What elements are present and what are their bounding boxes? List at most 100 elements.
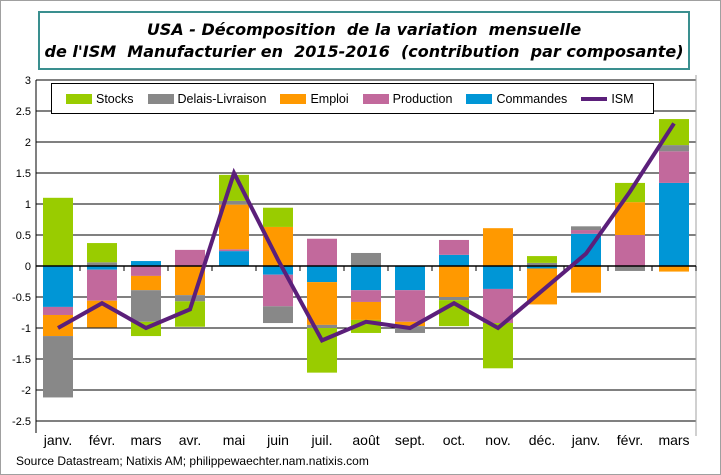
bar-delais-livraison	[263, 306, 293, 324]
bar-emploi	[439, 266, 469, 297]
bar-production	[219, 249, 249, 252]
bar-emploi	[659, 266, 689, 272]
bar-delais-livraison	[43, 336, 73, 398]
bar-stocks	[87, 243, 117, 263]
y-tick-label: -0.5	[12, 292, 31, 304]
bar-delais-livraison	[131, 290, 161, 322]
legend-label: Production	[392, 91, 453, 106]
x-tick-label: déc.	[529, 432, 555, 448]
x-tick-label: juin	[266, 432, 289, 448]
bar-production	[131, 266, 161, 276]
x-tick-label: juil.	[310, 432, 332, 448]
x-tick-label: oct.	[443, 432, 466, 448]
chart-title: USA - Décomposition de la variation mens…	[38, 11, 690, 70]
y-tick-label: 1	[25, 199, 31, 211]
bar-delais-livraison	[351, 252, 381, 266]
bar-production	[307, 238, 337, 266]
bar-delais-livraison	[175, 295, 205, 302]
legend-swatch	[147, 93, 174, 104]
bar-commandes	[131, 261, 161, 266]
x-tick-label: mars	[130, 432, 161, 448]
bar-commandes	[307, 266, 337, 283]
bar-commandes	[483, 266, 513, 289]
legend-item: Commandes	[466, 92, 567, 106]
x-tick-label: avr.	[179, 432, 202, 448]
bar-production	[659, 151, 689, 183]
y-tick-label: 0.5	[16, 230, 31, 242]
x-tick-label: févr.	[617, 432, 643, 448]
bar-commandes	[527, 266, 557, 269]
legend-item: Emploi	[280, 91, 349, 106]
bar-stocks	[527, 256, 557, 263]
bar-delais-livraison	[527, 262, 557, 266]
y-tick-label: 0	[25, 261, 31, 273]
bar-commandes	[263, 266, 293, 275]
bar-delais-livraison	[571, 226, 601, 231]
y-tick-label: 2.5	[16, 106, 31, 118]
y-tick-label: 3	[25, 75, 31, 87]
source-note: Source Datastream; Natixis AM; philippew…	[16, 454, 369, 468]
bar-delais-livraison	[615, 266, 645, 271]
legend-label: Delais-Livraison	[177, 91, 267, 106]
x-tick-label: janv.	[43, 432, 73, 448]
bar-stocks	[263, 207, 293, 227]
bar-commandes	[43, 266, 73, 307]
bar-commandes	[439, 254, 469, 266]
y-tick-label: -1	[21, 323, 31, 335]
legend-label: Emploi	[310, 91, 349, 106]
bar-emploi	[307, 282, 337, 325]
x-tick-label: nov.	[485, 432, 510, 448]
bar-stocks	[483, 323, 513, 369]
bar-emploi	[571, 266, 601, 293]
legend-label: Commandes	[496, 91, 568, 106]
bar-commandes	[351, 266, 381, 291]
bar-production	[615, 235, 645, 266]
bar-production	[175, 249, 205, 266]
bar-production	[87, 269, 117, 301]
x-tick-label: févr.	[89, 432, 115, 448]
y-tick-label: -1.5	[12, 354, 31, 366]
bar-production	[439, 239, 469, 255]
bar-emploi	[351, 301, 381, 320]
bar-emploi	[43, 314, 73, 337]
bar-commandes	[659, 182, 689, 266]
legend-item: Production	[362, 91, 453, 106]
x-tick-label: mai	[223, 432, 246, 448]
x-tick-label: août	[352, 432, 379, 448]
legend-label: Stocks	[96, 91, 134, 106]
bar-production	[395, 290, 425, 322]
legend-line-swatch	[581, 96, 608, 101]
legend-item: Stocks	[66, 92, 134, 106]
y-tick-label: 1.5	[16, 168, 31, 180]
bar-delais-livraison	[439, 297, 469, 301]
legend-swatch	[66, 93, 92, 104]
title-line-2: de l'ISM Manufacturier en 2015-2016 (con…	[44, 41, 684, 61]
bar-commandes	[219, 251, 249, 266]
bar-commandes	[395, 266, 425, 291]
legend-item: Delais-Livraison	[147, 91, 267, 106]
legend-item: ISM	[581, 91, 634, 106]
bar-emploi	[483, 228, 513, 266]
legend-label: ISM	[611, 91, 634, 106]
legend-swatch	[466, 93, 493, 104]
bar-delais-livraison	[87, 262, 117, 266]
title-line-1: USA - Décomposition de la variation mens…	[146, 19, 582, 39]
y-tick-label: -2.5	[12, 416, 31, 428]
x-tick-label: mars	[658, 432, 689, 448]
bar-emploi	[131, 275, 161, 291]
bar-delais-livraison	[307, 324, 337, 328]
bar-commandes	[87, 266, 117, 270]
x-tick-label: janv.	[571, 432, 601, 448]
legend: Stocks Delais-Livraison Emploi Production Co…	[51, 83, 654, 114]
bar-delais-livraison	[659, 145, 689, 152]
bar-delais-livraison	[219, 200, 249, 205]
y-tick-label: -2	[21, 385, 31, 397]
bar-stocks	[43, 197, 73, 266]
legend-swatch	[362, 93, 389, 104]
bar-production	[351, 290, 381, 302]
y-tick-label: 2	[25, 137, 31, 149]
bar-production	[571, 230, 601, 234]
legend-swatch	[280, 93, 307, 104]
